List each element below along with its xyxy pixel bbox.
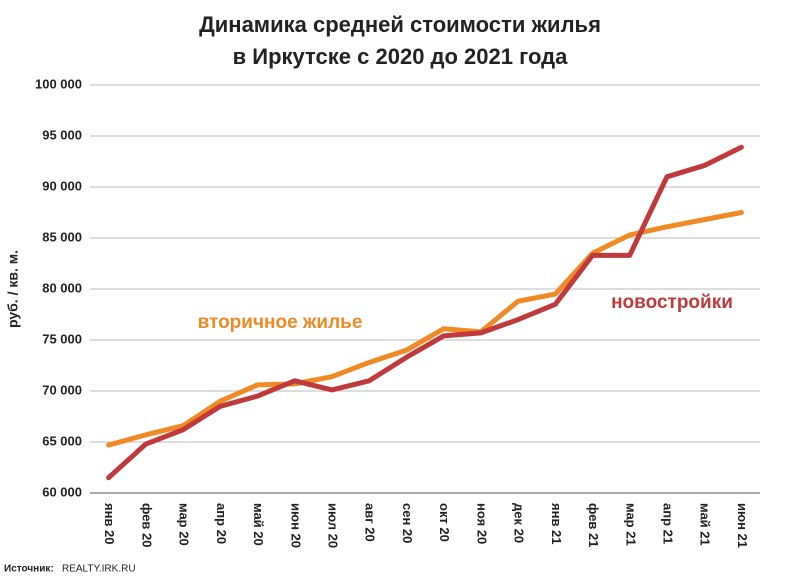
y-axis-label: руб. / кв. м. [5,250,21,328]
x-tick-label: дек 20 [512,503,527,543]
x-tick-label: май 21 [698,503,713,546]
x-tick-label: май 20 [251,503,266,546]
legend-label: вторичное жилье [198,312,363,333]
y-tick-label: 90 000 [42,178,82,193]
chart-title: Динамика средней стоимости жилья [199,12,601,37]
y-tick-label: 100 000 [35,76,82,91]
y-tick-label: 70 000 [42,382,82,397]
x-tick-label: янв 21 [549,503,564,545]
source-text: REALTY.IRK.RU [62,564,136,575]
x-tick-label: янв 20 [102,503,117,545]
x-tick-label: мар 21 [623,503,638,546]
x-tick-label: июн 21 [735,503,750,548]
x-tick-label: июн 20 [288,503,303,548]
y-tick-label: 65 000 [42,433,82,448]
x-tick-label: июл 20 [326,503,341,548]
series-line [106,144,744,481]
y-tick-label: 95 000 [42,127,82,142]
y-tick-label: 75 000 [42,331,82,346]
legend-label: новостройки [611,292,733,313]
x-tick-label: апр 20 [214,503,229,544]
series-line [106,210,744,448]
x-tick-label: ноя 20 [474,503,489,544]
x-tick-label: мар 20 [177,503,192,546]
x-tick-label: сен 20 [400,503,415,543]
x-tick-label: авг 20 [363,503,378,542]
y-tick-label: 60 000 [42,484,82,499]
y-tick-label: 85 000 [42,229,82,244]
x-tick-label: фев 21 [586,503,601,548]
y-tick-label: 80 000 [42,280,82,295]
x-tick-label: апр 21 [661,503,676,544]
chart-title: в Иркутске с 2020 до 2021 года [233,44,568,69]
x-tick-label: фев 20 [139,503,154,548]
source-label: Источник: [4,564,54,575]
x-tick-label: окт 20 [437,503,452,542]
